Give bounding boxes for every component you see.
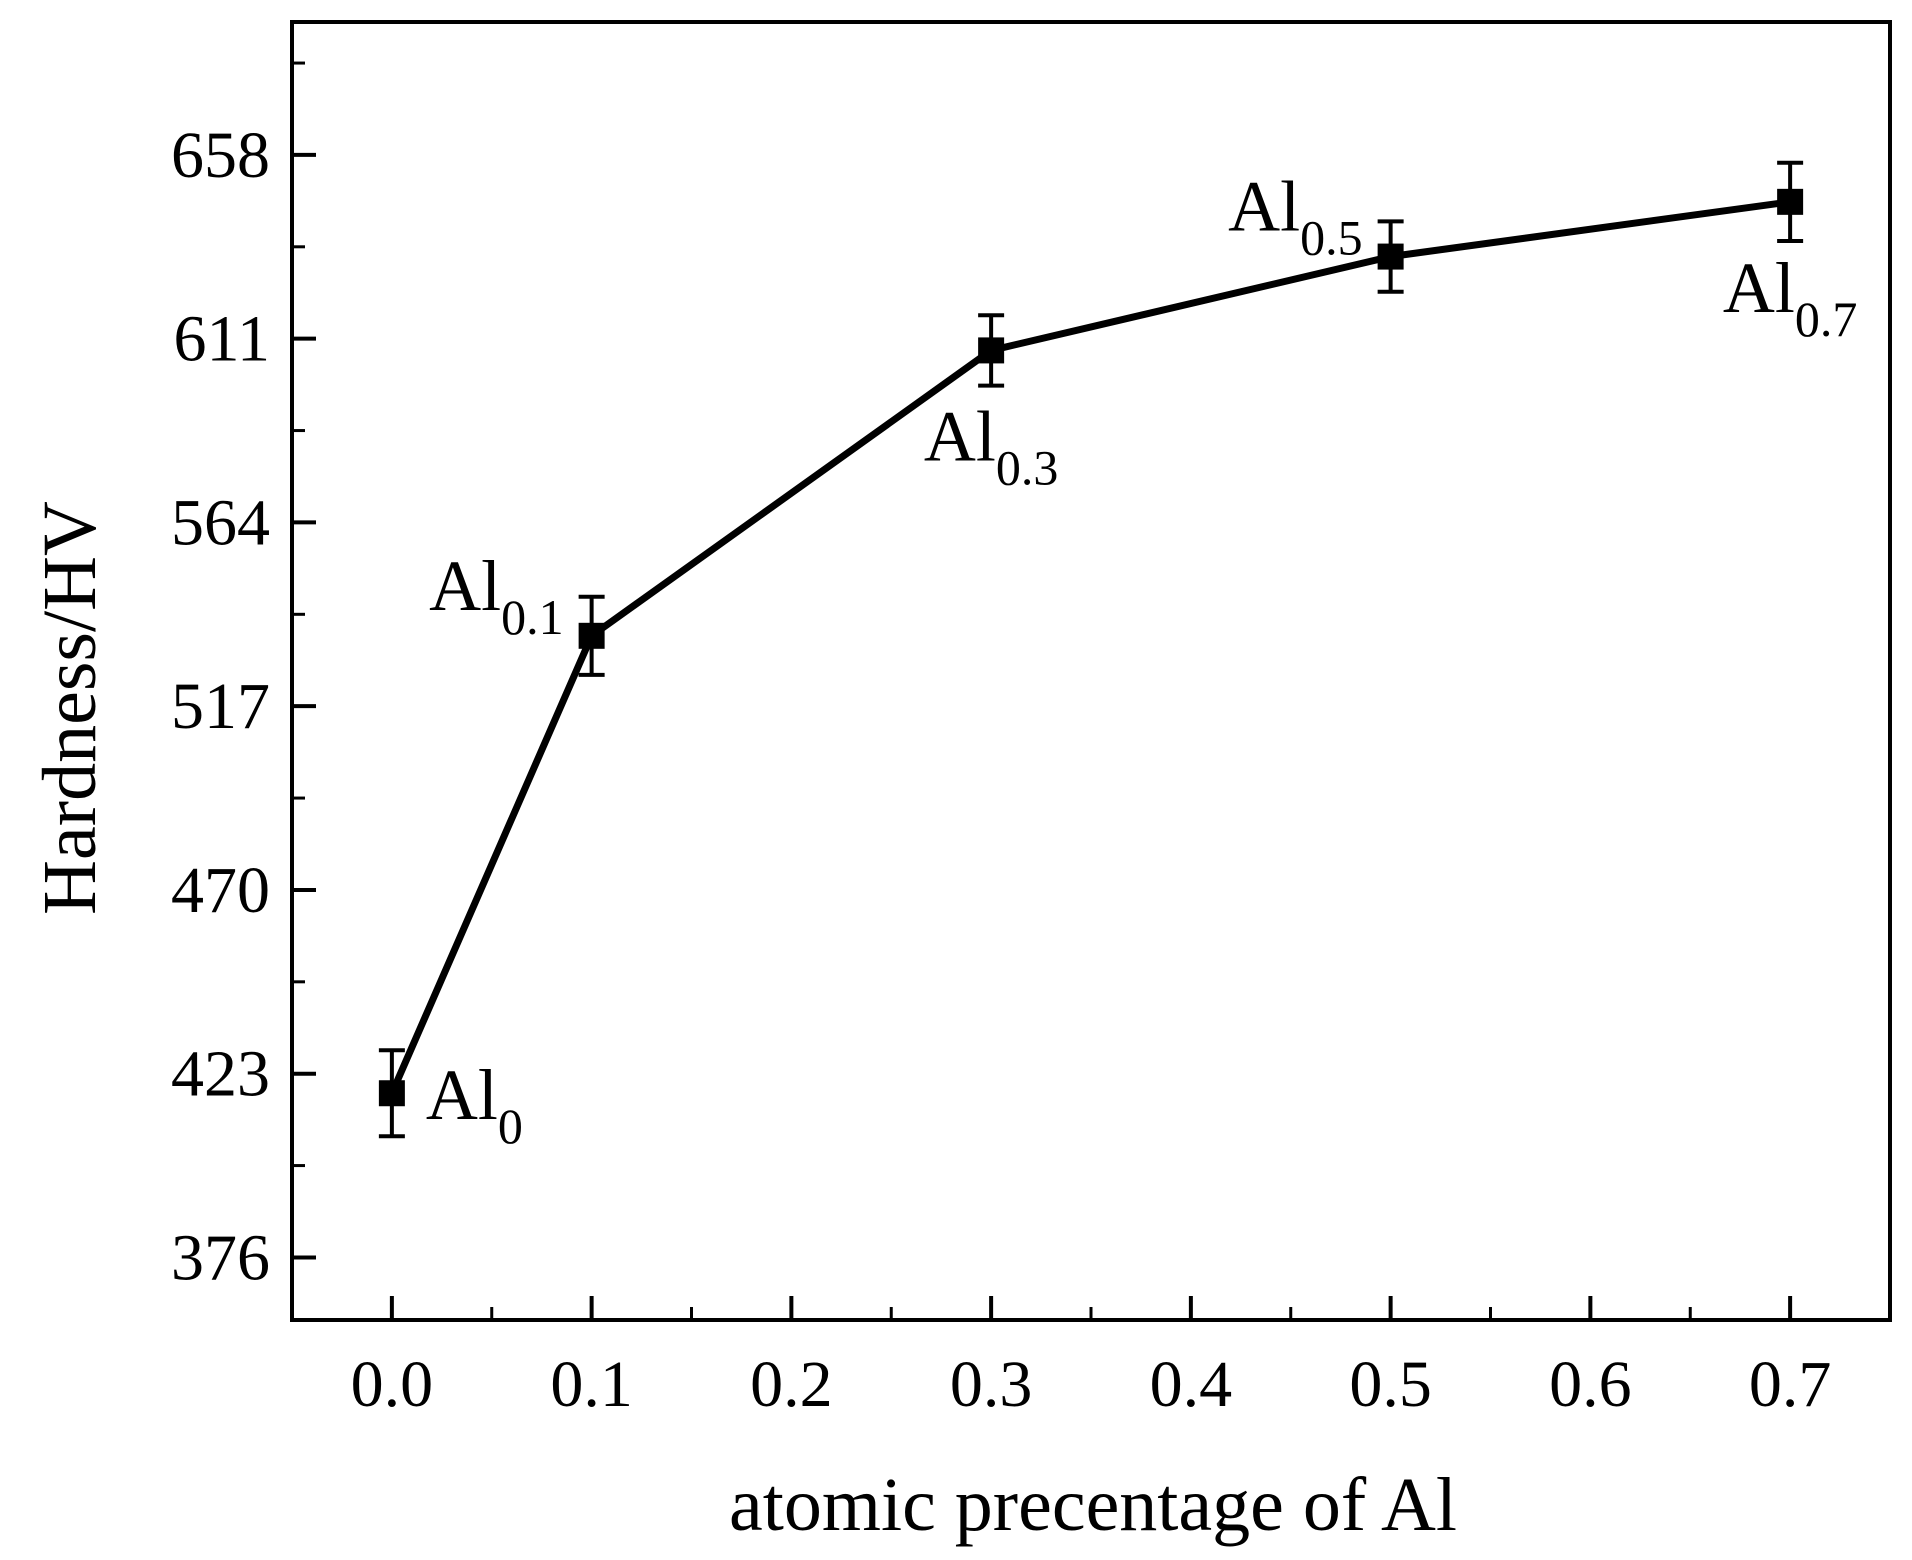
x-tick-label-6: 0.6: [1549, 1348, 1632, 1421]
data-point-3: [1377, 243, 1404, 270]
data-point-4: [1777, 188, 1804, 215]
y-tick-label-4: 564: [171, 486, 270, 559]
x-tick-label-4: 0.4: [1150, 1348, 1233, 1421]
x-tick-label-1: 0.1: [550, 1348, 633, 1421]
point-label-subscript: 0.5: [1300, 210, 1363, 266]
plot-frame: [290, 20, 1892, 1322]
y-tick-label-2: 470: [171, 854, 270, 927]
x-tick-label-0: 0.0: [351, 1348, 434, 1421]
y-tick-label-1: 423: [171, 1038, 270, 1111]
point-label-base: Al: [924, 396, 996, 476]
point-label-base: Al: [1723, 248, 1795, 328]
data-point-0: [378, 1080, 405, 1107]
point-label-subscript: 0.7: [1795, 291, 1858, 347]
point-label-2: Al0.3: [924, 396, 1059, 495]
y-tick-label-3: 517: [171, 670, 270, 743]
point-label-base: Al: [429, 546, 501, 626]
x-tick-label-7: 0.7: [1749, 1348, 1832, 1421]
point-label-subscript: 0.3: [996, 439, 1059, 495]
x-axis-label: atomic precentage of Al: [729, 1463, 1457, 1547]
y-tick-label-0: 376: [171, 1221, 270, 1294]
data-point-1: [578, 622, 605, 649]
x-tick-label-2: 0.2: [750, 1348, 833, 1421]
point-label-subscript: 0: [498, 1098, 523, 1154]
data-point-2: [978, 337, 1005, 364]
point-label-1: Al0.1: [429, 546, 564, 645]
axes: 0.0 0.1 0.2 0.3 0.4 0.5 0.6 0.7 376 423 470 517 564 6…: [171, 20, 1892, 1421]
x-tick-label-3: 0.3: [950, 1348, 1033, 1421]
x-tick-label-5: 0.5: [1349, 1348, 1432, 1421]
y-tick-label-6: 658: [171, 119, 270, 192]
point-label-base: Al: [1228, 167, 1300, 247]
data-series: [378, 160, 1804, 1139]
point-label-base: Al: [426, 1055, 498, 1135]
point-label-0: Al0: [426, 1055, 523, 1154]
point-label-subscript: 0.1: [501, 589, 564, 645]
y-axis-label: Hardness/HV: [28, 501, 112, 915]
y-tick-label-5: 611: [173, 303, 270, 376]
point-label-4: Al0.7: [1723, 248, 1858, 347]
point-label-3: Al0.5: [1228, 167, 1363, 266]
